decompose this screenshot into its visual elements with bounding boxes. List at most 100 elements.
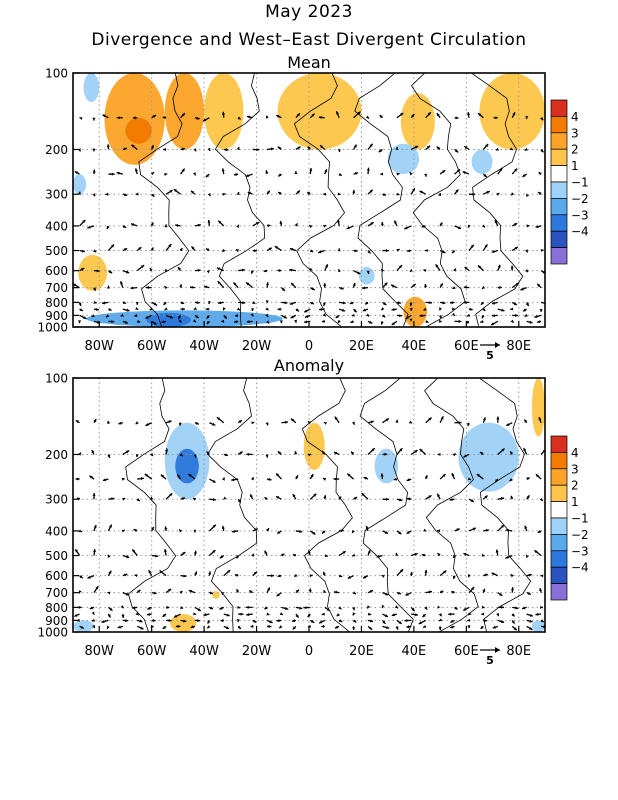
wind-arrowhead — [496, 416, 500, 420]
wind-arrowhead — [396, 192, 400, 196]
colorbar-label: 4 — [571, 110, 579, 124]
wind-arrowhead — [208, 300, 212, 305]
wind-arrowhead — [107, 614, 111, 618]
wind-arrowhead — [193, 148, 197, 152]
wind-arrowhead — [266, 320, 270, 324]
wind-arrowhead — [396, 249, 400, 252]
wind-arrowhead — [537, 320, 541, 324]
wind-arrowhead — [381, 268, 385, 273]
wind-arrowhead — [268, 477, 272, 481]
panel-title: Anomaly — [274, 356, 344, 375]
plot-area — [73, 378, 545, 632]
wind-arrowhead — [467, 422, 471, 427]
wind-arrowhead — [263, 269, 267, 273]
wind-arrowhead — [267, 224, 271, 228]
wind-arrowhead — [266, 612, 270, 616]
wind-arrowhead — [367, 550, 371, 554]
wind-arrowhead — [414, 613, 418, 617]
wind-arrowhead — [163, 147, 167, 151]
wind-arrowhead — [491, 250, 495, 253]
x-tick-label: 40W — [189, 339, 219, 354]
wind-arrowhead — [164, 172, 168, 176]
wind-arrowhead — [540, 117, 544, 121]
colorbar-swatch — [550, 550, 568, 568]
wind-arrowhead — [149, 268, 153, 272]
wind-arrowhead — [309, 267, 313, 272]
x-tick-label: 80W — [85, 644, 115, 659]
wind-arrowhead — [537, 530, 541, 533]
wind-arrowhead — [352, 529, 356, 533]
wind-arrowhead — [221, 168, 225, 172]
wind-arrowhead — [107, 591, 111, 595]
wind-arrowhead — [424, 283, 428, 287]
wind-arrowhead — [266, 190, 270, 194]
wind-arrowhead — [525, 269, 529, 273]
wind-arrowhead — [526, 224, 530, 228]
wind-arrowhead — [124, 320, 128, 324]
wind-arrowhead — [505, 528, 509, 532]
wind-arrowhead — [169, 315, 173, 319]
wind-arrowhead — [292, 553, 296, 557]
wind-arrowhead — [153, 321, 157, 325]
wind-arrowhead — [384, 452, 388, 456]
wind-arrowhead — [511, 192, 515, 196]
shaded-region — [78, 254, 108, 291]
wind-arrowhead — [165, 448, 169, 452]
wind-arrowhead — [405, 316, 409, 319]
wind-arrowhead — [321, 319, 325, 323]
wind-arrowhead — [335, 315, 339, 318]
wind-arrowhead — [337, 148, 341, 153]
wind-arrowhead — [150, 222, 154, 226]
wind-arrowhead — [279, 612, 283, 615]
wind-arrowhead — [111, 172, 115, 176]
colorbar-label: −3 — [571, 544, 589, 558]
wind-arrowhead — [510, 307, 514, 311]
wind-arrowhead — [276, 473, 280, 477]
wind-arrowhead — [347, 473, 351, 477]
wind-arrowhead — [118, 421, 122, 425]
wind-arrowhead — [193, 498, 197, 501]
wind-arrowhead — [529, 619, 533, 623]
wind-arrowhead — [370, 222, 374, 226]
wind-arrowhead — [510, 265, 514, 269]
wind-arrowhead — [510, 587, 515, 591]
wind-arrowhead — [366, 313, 370, 317]
wind-arrowhead — [483, 618, 487, 623]
wind-arrowhead — [472, 527, 476, 531]
wind-arrowhead — [135, 421, 139, 425]
wind-arrowhead — [164, 307, 168, 311]
wind-arrowhead — [218, 301, 222, 305]
wind-arrowhead — [111, 320, 115, 324]
wind-arrowhead — [506, 423, 510, 426]
wind-arrowhead — [126, 270, 130, 274]
wind-arrowhead — [529, 320, 533, 324]
wind-arrowhead — [183, 574, 187, 578]
wind-arrowhead — [80, 625, 84, 629]
wind-arrowhead — [159, 570, 163, 574]
wind-arrowhead — [428, 417, 432, 421]
wind-arrowhead — [225, 453, 229, 457]
wind-arrowhead — [182, 147, 186, 151]
wind-arrowhead — [411, 607, 415, 612]
wind-arrowhead — [307, 421, 311, 425]
wind-arrowhead — [250, 494, 253, 498]
wind-arrowhead — [341, 308, 346, 312]
wind-arrowhead — [221, 319, 225, 323]
wind-arrowhead — [338, 319, 341, 323]
wind-arrowhead — [367, 605, 371, 609]
wind-arrowhead — [216, 417, 221, 421]
wind-arrowhead — [102, 478, 106, 482]
wind-arrowhead — [193, 454, 197, 458]
wind-arrowhead — [338, 606, 342, 610]
wind-arrowhead — [336, 613, 340, 617]
wind-arrowhead — [510, 574, 514, 578]
colorbar-swatch — [550, 198, 568, 216]
wind-arrowhead — [380, 321, 384, 325]
wind-arrowhead — [524, 249, 528, 253]
shaded-region — [403, 296, 428, 327]
wind-arrowhead — [342, 551, 346, 555]
wind-arrowhead — [217, 281, 221, 285]
wind-arrowhead — [190, 190, 195, 194]
wind-arrowhead — [162, 613, 166, 617]
wind-arrowhead — [268, 624, 272, 628]
